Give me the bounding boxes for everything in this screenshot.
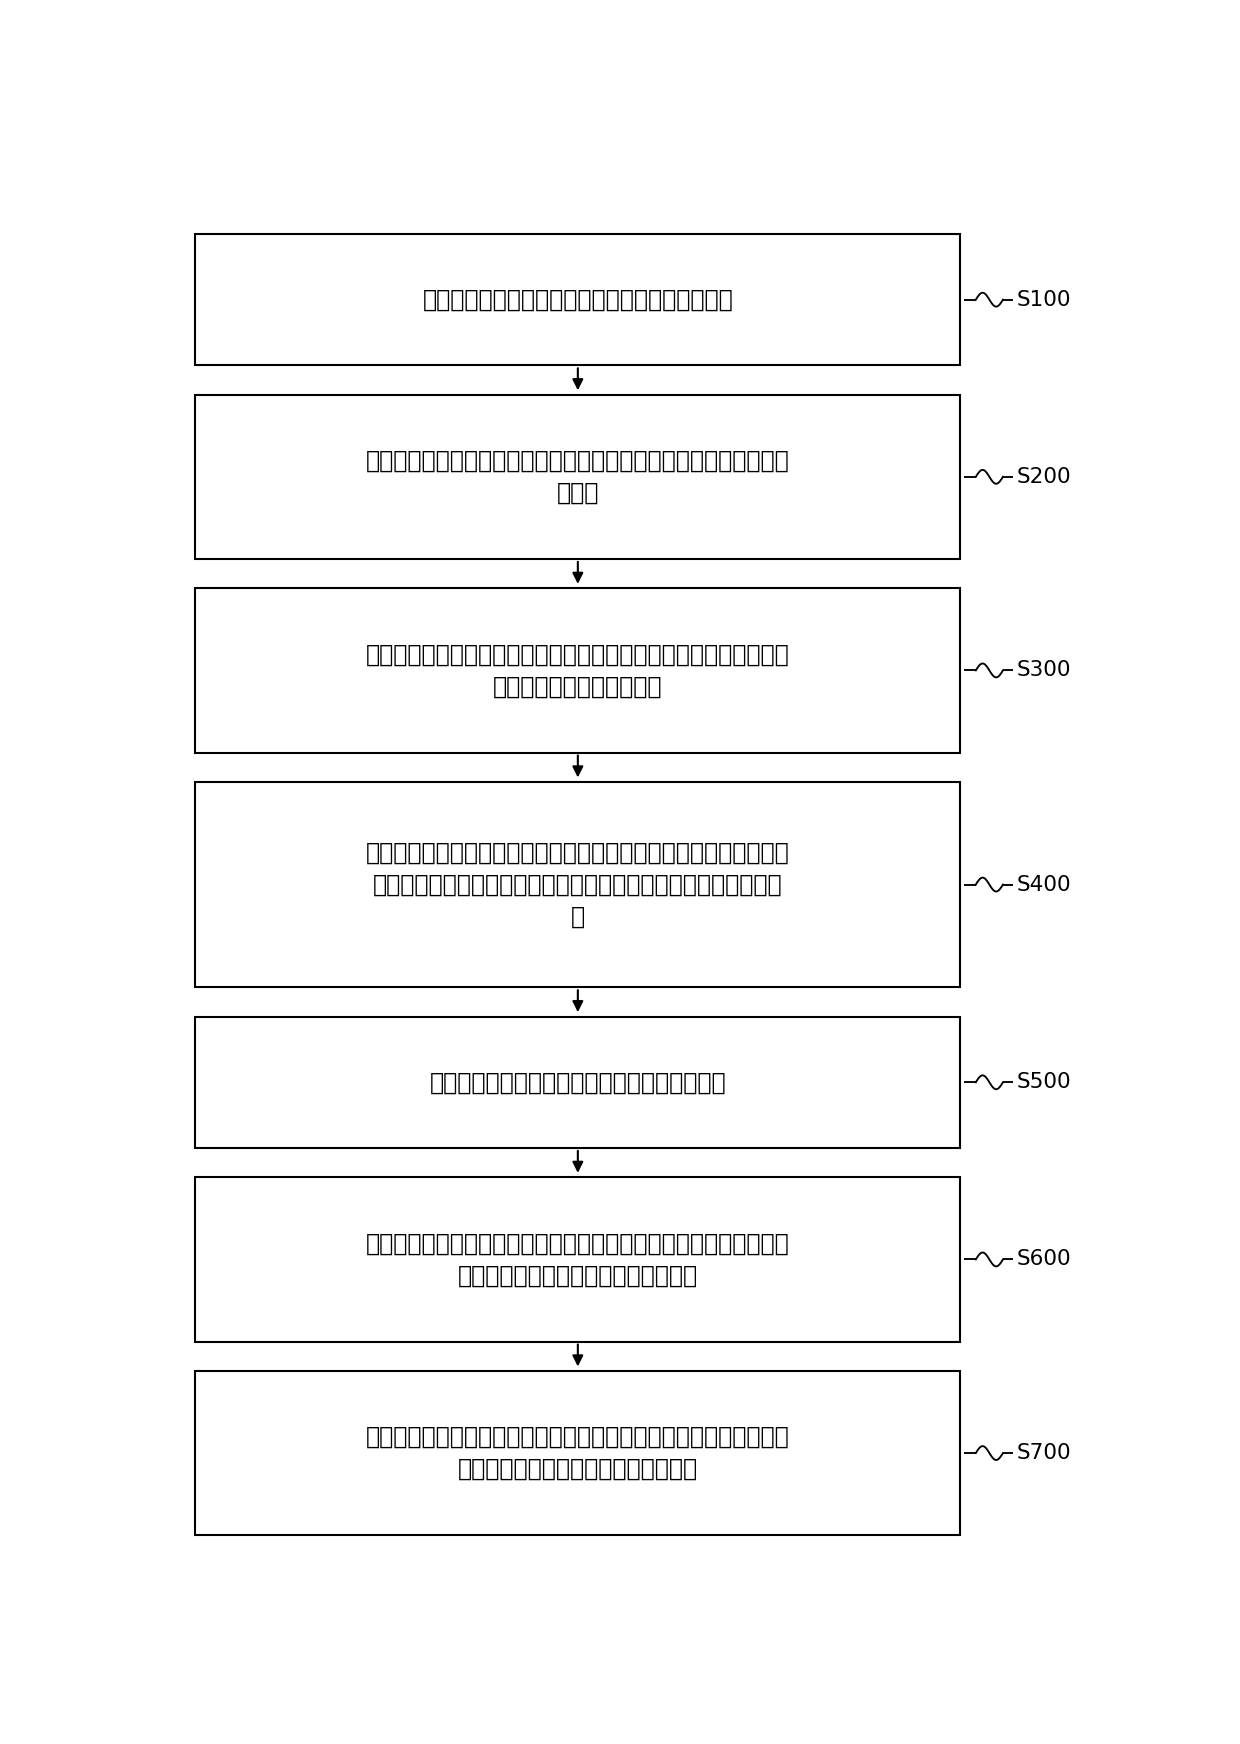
Text: 空腔和所述下空腔对应设置: 空腔和所述下空腔对应设置 bbox=[494, 675, 662, 698]
Text: 形成包括上电极、压电晶片和下电极的压电谐振片，所述上电极、所: 形成包括上电极、压电晶片和下电极的压电谐振片，所述上电极、所 bbox=[366, 841, 790, 865]
Bar bbox=[196, 234, 960, 366]
Bar bbox=[196, 588, 960, 753]
Text: 圆和所述基板之间，以构成晶体谐振器: 圆和所述基板之间，以构成晶体谐振器 bbox=[458, 1263, 698, 1287]
Text: 从所述器件晶圆的正面刻蚀所述器件晶圆，以形成所述晶体谐振器的: 从所述器件晶圆的正面刻蚀所述器件晶圆，以形成所述晶体谐振器的 bbox=[366, 448, 790, 473]
Text: 在所述器件晶圆或所述基板上形成第一连接结构: 在所述器件晶圆或所述基板上形成第一连接结构 bbox=[429, 1071, 727, 1093]
Text: 提供基板，并刻蚀所述基板以形成所述晶体谐振器的上空腔，所述上: 提供基板，并刻蚀所述基板以形成所述晶体谐振器的上空腔，所述上 bbox=[366, 642, 790, 666]
Bar bbox=[196, 1371, 960, 1535]
Text: 上: 上 bbox=[570, 905, 585, 928]
Text: 提供一器件晶圆，所述器件晶圆中形成有控制电路: 提供一器件晶圆，所述器件晶圆中形成有控制电路 bbox=[423, 288, 733, 312]
Text: S300: S300 bbox=[1017, 661, 1071, 680]
Text: S100: S100 bbox=[1017, 290, 1071, 310]
Bar bbox=[196, 394, 960, 560]
Text: 从所述器件晶圆的正面键合所述基板以使压电谐振片位于所述器件晶: 从所述器件晶圆的正面键合所述基板以使压电谐振片位于所述器件晶 bbox=[366, 1231, 790, 1256]
Bar bbox=[196, 781, 960, 987]
Text: 下空腔: 下空腔 bbox=[557, 481, 599, 504]
Text: 第二连接结构电性连接至所述控制电路: 第二连接结构电性连接至所述控制电路 bbox=[458, 1456, 698, 1481]
Text: S200: S200 bbox=[1017, 467, 1071, 487]
Text: S400: S400 bbox=[1017, 874, 1071, 895]
Text: S600: S600 bbox=[1017, 1249, 1071, 1270]
Text: S700: S700 bbox=[1017, 1442, 1071, 1463]
Text: 述压电晶片和所述下电极形成在所述器件晶圆和所述基板的其中之: 述压电晶片和所述下电极形成在所述器件晶圆和所述基板的其中之 bbox=[373, 872, 782, 896]
Bar bbox=[196, 1177, 960, 1341]
Bar bbox=[196, 1017, 960, 1148]
Text: 在所述器件晶圆的背面上键合半导体芯片，所述半导体芯片通过所述: 在所述器件晶圆的背面上键合半导体芯片，所述半导体芯片通过所述 bbox=[366, 1425, 790, 1449]
Text: S500: S500 bbox=[1017, 1073, 1071, 1092]
